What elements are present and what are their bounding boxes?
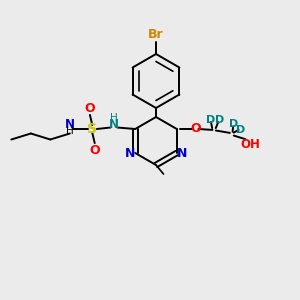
Text: O: O <box>190 122 201 136</box>
Text: D: D <box>236 124 245 135</box>
Text: D: D <box>229 119 239 130</box>
Text: O: O <box>89 143 100 157</box>
Text: O: O <box>85 101 95 115</box>
Text: N: N <box>124 146 135 160</box>
Text: Br: Br <box>148 28 164 41</box>
Text: H: H <box>66 126 74 136</box>
Text: N: N <box>109 118 119 131</box>
Text: D: D <box>206 115 215 125</box>
Text: OH: OH <box>240 137 260 151</box>
Text: N: N <box>177 146 188 160</box>
Text: D: D <box>215 115 225 125</box>
Text: H: H <box>110 113 118 123</box>
Text: N: N <box>65 118 75 131</box>
Text: S: S <box>87 122 97 136</box>
